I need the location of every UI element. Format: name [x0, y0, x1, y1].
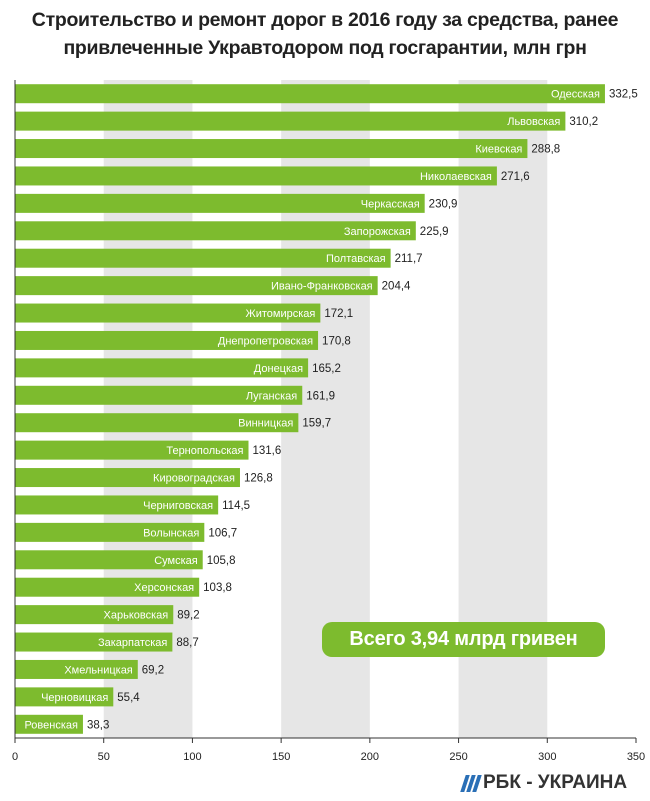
bar — [15, 440, 249, 460]
bar-value-label: 131,6 — [252, 445, 281, 457]
bar-category-label: Черкасская — [361, 198, 420, 210]
bar — [15, 166, 497, 186]
bar-category-label: Тернопольская — [166, 445, 243, 457]
bar-value-label: 69,2 — [142, 664, 164, 676]
bar-value-label: 126,8 — [244, 473, 273, 485]
bar-category-label: Житомирская — [246, 308, 316, 320]
bar-category-label: Черниговская — [143, 500, 213, 512]
bar-value-label: 55,4 — [117, 692, 140, 704]
bar — [15, 714, 83, 734]
brand-logo: РБК - УКРАИНА — [460, 770, 628, 796]
bar-value-label: 225,9 — [420, 226, 449, 238]
bar-category-label: Одесская — [551, 89, 600, 101]
bar — [15, 605, 174, 625]
bar-value-label: 165,2 — [312, 363, 341, 375]
bar-value-label: 103,8 — [203, 582, 232, 594]
bar — [15, 276, 378, 296]
bar — [15, 330, 319, 350]
bar — [15, 303, 321, 323]
bar-value-label: 310,2 — [569, 116, 598, 128]
bar-value-label: 288,8 — [531, 144, 560, 156]
bar-value-label: 230,9 — [429, 198, 458, 210]
bar — [15, 358, 309, 378]
bar-value-label: 161,9 — [306, 390, 335, 402]
bar-category-label: Полтавская — [326, 253, 386, 265]
bar-category-label: Херсонская — [134, 582, 194, 594]
bar-category-label: Львовская — [507, 116, 560, 128]
bar-category-label: Ровенская — [24, 719, 78, 731]
x-tick-label: 200 — [361, 751, 379, 763]
bar — [15, 632, 173, 652]
x-tick-label: 350 — [627, 751, 645, 763]
bar-category-label: Киевская — [475, 144, 522, 156]
bar — [15, 248, 391, 268]
chart-title-line-1: Строительство и ремонт дорог в 2016 году… — [31, 9, 619, 31]
bar — [15, 522, 205, 542]
x-tick-label: 0 — [12, 751, 18, 763]
bar — [15, 139, 528, 159]
bar-category-label: Закарпатская — [98, 637, 167, 649]
bar-value-label: 170,8 — [322, 335, 351, 347]
brand-text: РБК - УКРАИНА — [483, 772, 628, 793]
bar — [15, 550, 203, 570]
bar-value-label: 114,5 — [222, 500, 250, 512]
bar-category-label: Луганская — [246, 390, 297, 402]
bar-value-label: 271,6 — [501, 171, 530, 183]
bar — [15, 468, 240, 488]
bar-value-label: 88,7 — [176, 637, 198, 649]
bar-category-label: Ивано-Франковская — [271, 281, 373, 293]
bar-value-label: 332,5 — [609, 89, 638, 101]
x-tick-label: 100 — [183, 751, 201, 763]
chart-title: Строительство и ремонт дорог в 2016 году… — [0, 6, 650, 62]
grid-band — [103, 80, 193, 738]
bar — [15, 111, 566, 131]
bar — [15, 221, 416, 241]
bar-value-label: 89,2 — [177, 610, 199, 622]
bar — [15, 193, 425, 213]
bar-category-label: Винницкая — [238, 418, 293, 430]
x-tick-label: 150 — [272, 751, 290, 763]
bar-category-label: Донецкая — [254, 363, 303, 375]
bar-value-label: 211,7 — [395, 253, 423, 265]
x-tick-label: 300 — [538, 751, 556, 763]
bar-category-label: Харьковская — [104, 610, 169, 622]
total-badge: Всего 3,94 млрд гривен — [322, 622, 605, 657]
bar — [15, 495, 219, 515]
bar — [15, 659, 138, 679]
rbc-logo-icon — [460, 774, 482, 792]
bar-category-label: Черновицкая — [41, 692, 108, 704]
bar-value-label: 106,7 — [208, 527, 237, 539]
bar-category-label: Кировоградская — [153, 473, 235, 485]
bar-value-label: 105,8 — [207, 555, 236, 567]
bar-category-label: Сумская — [154, 555, 198, 567]
bar-category-label: Днепропетровская — [218, 335, 313, 347]
bar — [15, 413, 299, 433]
bar-value-label: 159,7 — [302, 418, 331, 430]
bar — [15, 385, 303, 405]
bar-category-label: Николаевская — [420, 171, 492, 183]
bar — [15, 84, 605, 104]
bar-category-label: Хмельницкая — [64, 664, 132, 676]
bar — [15, 687, 114, 707]
bar-value-label: 38,3 — [87, 719, 109, 731]
bar-value-label: 204,4 — [382, 281, 411, 293]
bar-category-label: Запорожская — [344, 226, 411, 238]
bar-category-label: Волынская — [143, 527, 199, 539]
x-tick-label: 250 — [449, 751, 467, 763]
x-tick-label: 50 — [98, 751, 110, 763]
bar-value-label: 172,1 — [324, 308, 353, 320]
bar — [15, 577, 200, 597]
chart-title-line-2: привлеченные Укравтодором под госгаранти… — [63, 37, 587, 59]
